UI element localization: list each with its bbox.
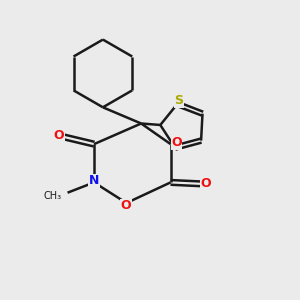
Text: CH₃: CH₃ [44,190,62,201]
Text: O: O [201,177,211,190]
Text: O: O [171,136,182,149]
Text: O: O [121,200,131,212]
Text: N: N [89,174,99,188]
Text: S: S [174,94,183,107]
Text: O: O [53,129,64,142]
